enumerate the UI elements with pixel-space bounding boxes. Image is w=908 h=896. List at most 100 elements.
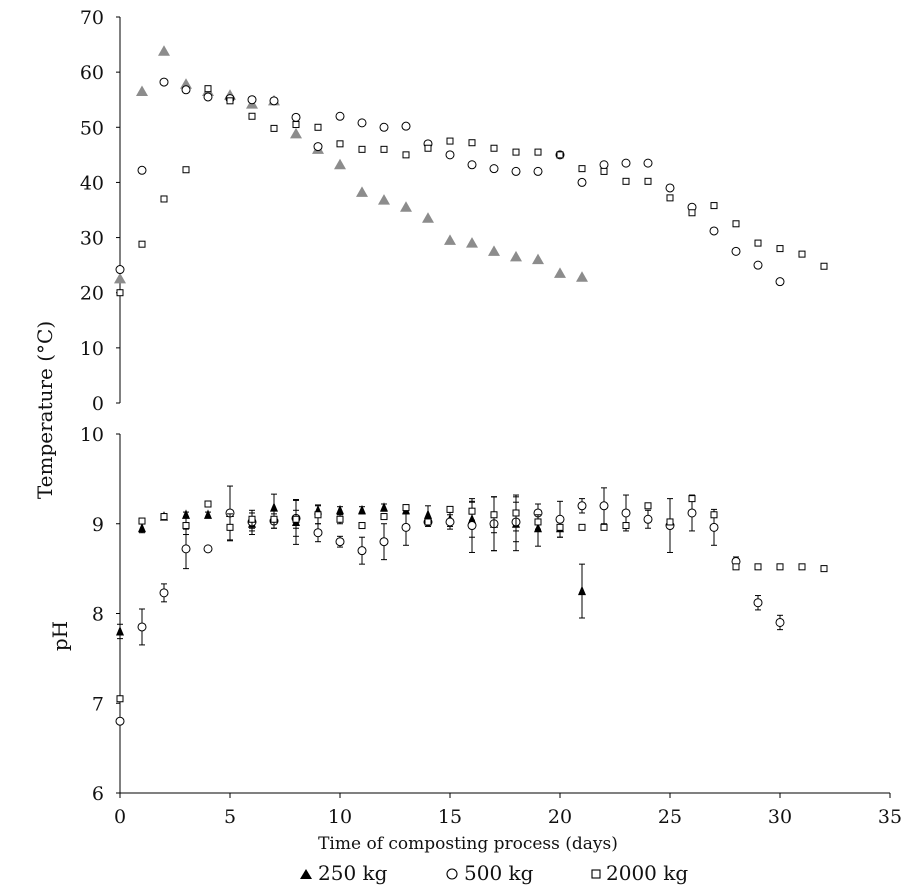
legend-square-marker	[591, 869, 601, 879]
temperature-point-500kg	[511, 166, 521, 176]
temperature-point-2000kg	[336, 140, 344, 148]
ph-point-500kg	[181, 544, 191, 554]
ph-panel: 6 7 8 9 10 0 5 10 15 20 25 30 35	[80, 424, 902, 828]
legend-circle-marker	[446, 868, 458, 880]
ph-point-500kg	[379, 537, 389, 547]
ph-point-500kg	[753, 598, 763, 608]
ph-point-500kg	[687, 508, 697, 518]
temperature-point-250kg	[400, 201, 412, 212]
ph-point-2000kg	[292, 515, 300, 523]
ph-point-500kg	[775, 617, 785, 627]
ph-point-2000kg	[688, 495, 696, 503]
ph-point-500kg	[555, 514, 565, 524]
ph-point-2000kg	[732, 563, 740, 571]
temperature-y-tick-label: 40	[80, 172, 104, 194]
temperature-y-tick-label: 20	[80, 283, 104, 305]
ph-y-tick-label: 8	[92, 604, 104, 626]
temperature-point-2000kg	[688, 209, 696, 217]
temperature-point-2000kg	[358, 145, 366, 153]
ph-point-2000kg	[248, 515, 256, 523]
temperature-point-500kg	[335, 111, 345, 121]
temperature-point-250kg	[510, 250, 522, 262]
temperature-point-2000kg	[380, 145, 388, 153]
temperature-point-2000kg	[490, 144, 498, 152]
temperature-point-500kg	[467, 160, 477, 170]
ph-point-2000kg	[644, 502, 652, 510]
temperature-point-2000kg	[138, 240, 146, 248]
temperature-point-2000kg	[424, 144, 432, 152]
ph-point-2000kg	[490, 511, 498, 519]
legend-label-2000kg: 2000 kg	[606, 861, 688, 885]
temperature-point-500kg	[115, 265, 125, 275]
ph-point-250kg	[138, 522, 146, 533]
temperature-point-500kg	[621, 158, 631, 168]
ph-point-250kg	[116, 626, 124, 636]
x-tick-label: 25	[658, 806, 682, 828]
ph-point-2000kg	[666, 518, 674, 526]
ph-point-250kg	[578, 585, 586, 596]
temperature-point-250kg	[180, 78, 192, 89]
ph-point-500kg	[709, 522, 719, 532]
ph-point-500kg	[621, 508, 631, 518]
temperature-point-500kg	[379, 122, 389, 132]
temperature-point-250kg	[356, 186, 368, 197]
temperature-y-tick-label: 10	[80, 338, 104, 360]
ph-point-250kg	[336, 504, 344, 515]
ph-point-2000kg	[204, 500, 212, 508]
legend-item-250kg: 250 kg	[300, 861, 388, 885]
ph-point-2000kg	[138, 517, 146, 525]
temperature-point-250kg	[290, 127, 302, 139]
ph-point-2000kg	[556, 523, 564, 531]
legend-label-500kg: 500 kg	[464, 861, 534, 885]
ph-point-2000kg	[710, 511, 718, 519]
temperature-point-500kg	[533, 166, 543, 176]
temperature-point-500kg	[137, 165, 147, 175]
temperature-point-2000kg	[468, 139, 476, 147]
x-axis-title: Time of composting process (days)	[318, 834, 618, 854]
ph-point-250kg	[380, 502, 388, 512]
temperature-point-500kg	[203, 92, 213, 102]
ph-point-250kg	[424, 509, 432, 519]
ph-point-500kg	[599, 501, 609, 511]
ph-point-2000kg	[534, 518, 542, 526]
ph-point-500kg	[445, 517, 455, 527]
temperature-point-2000kg	[160, 195, 168, 203]
temperature-point-2000kg	[182, 166, 190, 174]
legend-item-2000kg: 2000 kg	[591, 861, 688, 885]
ph-point-500kg	[335, 537, 345, 547]
legend-triangle-marker	[300, 869, 312, 879]
ph-axis-title: pH	[48, 621, 72, 651]
x-tick-label: 0	[114, 806, 126, 828]
temperature-point-2000kg	[248, 112, 256, 120]
ph-point-250kg	[204, 509, 212, 519]
x-tick-label: 30	[768, 806, 792, 828]
ph-point-2000kg	[622, 522, 630, 530]
temperature-point-500kg	[445, 150, 455, 160]
temperature-y-tick-label: 30	[80, 228, 104, 250]
ph-point-500kg	[313, 528, 323, 538]
temperature-point-2000kg	[754, 239, 762, 247]
temperature-point-250kg	[466, 237, 478, 248]
legend-label-250kg: 250 kg	[318, 861, 388, 885]
temperature-point-500kg	[731, 246, 741, 256]
temperature-point-250kg	[444, 234, 456, 245]
temperature-point-2000kg	[226, 97, 234, 105]
ph-point-2000kg	[578, 523, 586, 531]
temperature-point-250kg	[532, 253, 544, 265]
ph-point-500kg	[401, 522, 411, 532]
temperature-point-250kg	[378, 194, 390, 205]
temperature-point-2000kg	[578, 165, 586, 173]
temperature-point-2000kg	[292, 121, 300, 129]
ph-point-2000kg	[226, 523, 234, 531]
temperature-point-2000kg	[314, 123, 322, 131]
temperature-point-2000kg	[622, 177, 630, 185]
ph-point-2000kg	[182, 522, 190, 530]
ph-point-2000kg	[116, 695, 124, 703]
temperature-point-500kg	[577, 177, 587, 187]
temperature-point-2000kg	[446, 137, 454, 145]
temperature-point-250kg	[554, 267, 566, 278]
ph-point-500kg	[137, 622, 147, 632]
ph-point-2000kg	[754, 563, 762, 571]
temperature-y-tick-label: 70	[80, 7, 104, 29]
